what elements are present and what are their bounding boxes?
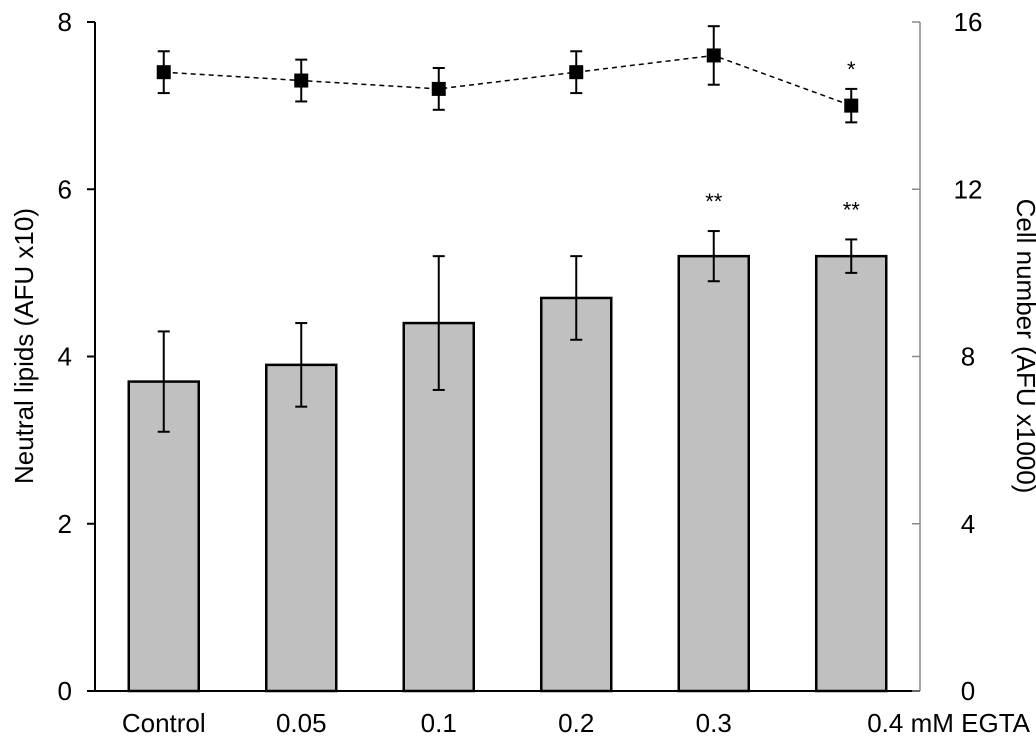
y-tick-label: 8	[58, 7, 72, 37]
y-tick-label: 4	[58, 342, 72, 372]
cell-number-marker	[431, 81, 446, 96]
x-category-label: 0.2	[558, 708, 594, 738]
x-category-label: 0.3	[696, 708, 732, 738]
axes-layer	[87, 21, 921, 692]
y2-tick-label: 4	[961, 509, 975, 539]
bar	[540, 296, 613, 693]
cell-number-marker	[706, 48, 721, 63]
cell-number-marker	[156, 65, 171, 80]
bar	[815, 254, 888, 693]
cell-number-marker	[294, 73, 309, 88]
y2-tick-label: 0	[961, 676, 975, 706]
bar-significance-label: **	[705, 189, 723, 214]
x-category-label: 0.4 mM EGTA	[867, 708, 1030, 738]
y2-tick-label: 12	[954, 174, 983, 204]
cell-number-line	[163, 54, 852, 107]
bar	[127, 380, 200, 693]
bar-significance-label: **	[843, 197, 861, 222]
y-tick-label: 2	[58, 509, 72, 539]
bar	[265, 363, 338, 693]
bar	[677, 254, 750, 693]
x-category-label: Control	[122, 708, 206, 738]
cell-number-marker	[569, 65, 584, 80]
line-significance-label: *	[847, 57, 856, 82]
x-category-label: 0.05	[276, 708, 327, 738]
bars-layer	[127, 230, 888, 693]
y-axis-title: Neutral lipids (AFU x10)	[9, 208, 39, 484]
y2-tick-label: 8	[961, 342, 975, 372]
y-tick-label: 0	[58, 676, 72, 706]
y2-tick-label: 16	[954, 7, 983, 37]
y-tick-label: 6	[58, 174, 72, 204]
x-category-label: 0.1	[421, 708, 457, 738]
y2-axis-title: Cell number (AFU x1000)	[1011, 199, 1036, 494]
line-layer	[156, 25, 859, 124]
cell-number-marker	[844, 98, 859, 113]
